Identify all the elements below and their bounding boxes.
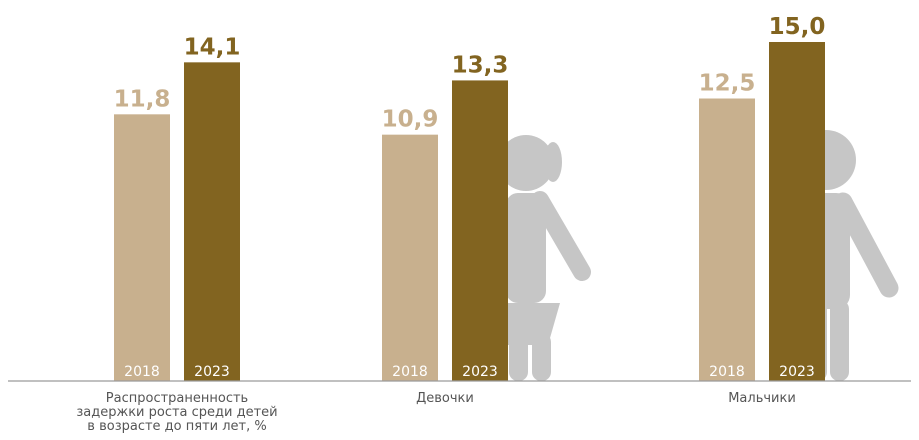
bars-layer: 11,8 2018 14,1 2023 10,9 2018 13,3 2023 12,5 2018… bbox=[114, 14, 826, 382]
year-label-2023-0: 2023 bbox=[194, 364, 230, 380]
year-label-2023-1: 2023 bbox=[462, 364, 498, 380]
bar-2023-1 bbox=[452, 80, 508, 382]
value-label-2023-1: 13,3 bbox=[452, 52, 509, 78]
year-label-2023-2: 2023 bbox=[779, 364, 815, 380]
bar-2023-2 bbox=[769, 42, 825, 381]
icons-layer bbox=[486, 130, 899, 381]
year-label-2018-0: 2018 bbox=[124, 364, 160, 380]
value-label-2018-0: 11,8 bbox=[114, 86, 171, 112]
year-label-2018-2: 2018 bbox=[709, 364, 745, 380]
year-label-2018-1: 2018 bbox=[392, 364, 428, 380]
value-label-2018-2: 12,5 bbox=[699, 71, 756, 97]
bar-2018-2 bbox=[699, 98, 755, 381]
bar-2018-0 bbox=[114, 114, 170, 381]
category-label-1: Девочки bbox=[416, 391, 474, 406]
value-label-2018-1: 10,9 bbox=[382, 107, 439, 133]
bar-2018-1 bbox=[382, 134, 438, 381]
category-label-0: Распространенность задержки роста среди … bbox=[76, 391, 278, 434]
value-label-2023-2: 15,0 bbox=[769, 14, 826, 40]
bar-2023-0 bbox=[184, 62, 240, 382]
value-label-2023-0: 14,1 bbox=[184, 34, 241, 60]
category-label-2: Мальчики bbox=[728, 391, 796, 406]
